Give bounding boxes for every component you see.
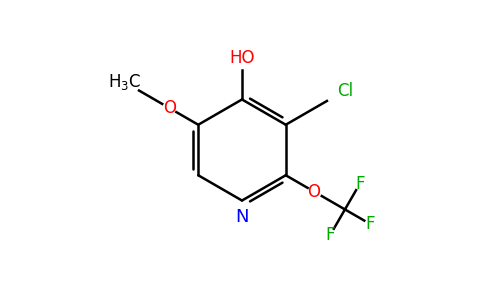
- Text: F: F: [326, 226, 335, 244]
- Text: Cl: Cl: [337, 82, 353, 100]
- Text: O: O: [307, 183, 320, 201]
- Text: F: F: [366, 215, 375, 233]
- Text: HO: HO: [229, 50, 255, 68]
- Text: O: O: [164, 99, 177, 117]
- Text: N: N: [235, 208, 249, 226]
- Text: H$_3$C: H$_3$C: [108, 72, 141, 92]
- Text: F: F: [355, 175, 364, 193]
